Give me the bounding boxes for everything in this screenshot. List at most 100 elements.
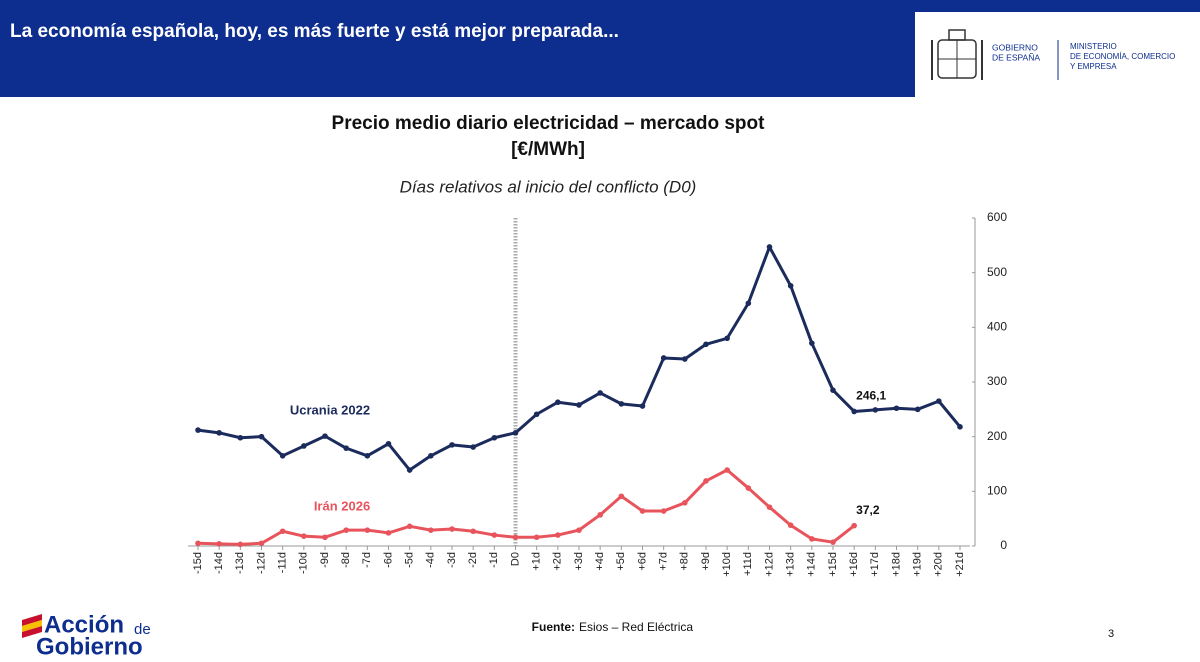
logo-text: Acción bbox=[44, 611, 124, 638]
ministry-line: Y EMPRESA bbox=[1070, 62, 1117, 71]
x-tick-label: -7d bbox=[361, 552, 373, 568]
footer-logo bbox=[22, 614, 42, 638]
y-tick-label: 300 bbox=[987, 374, 1007, 388]
point bbox=[597, 390, 603, 396]
point bbox=[851, 408, 857, 415]
y-tick-label: 500 bbox=[987, 265, 1007, 279]
x-tick-label: +18d bbox=[890, 552, 902, 577]
point bbox=[618, 401, 625, 407]
x-label: Días relativos al inicio del conflicto (… bbox=[400, 177, 697, 196]
point bbox=[237, 541, 244, 548]
point bbox=[766, 244, 773, 250]
x-tick-label: -9d bbox=[319, 552, 331, 568]
x-tick-label: +6d bbox=[636, 552, 648, 571]
gov-line: GOBIERNO bbox=[992, 42, 1038, 52]
x-tick-label: +19d bbox=[912, 552, 924, 577]
point bbox=[322, 534, 328, 541]
point bbox=[449, 526, 455, 532]
point bbox=[237, 434, 244, 441]
point bbox=[428, 453, 434, 459]
point bbox=[470, 528, 476, 535]
y-tick-label: 100 bbox=[987, 484, 1007, 498]
point bbox=[957, 424, 963, 430]
point bbox=[533, 411, 540, 418]
point bbox=[195, 540, 201, 547]
point bbox=[512, 430, 519, 436]
x-tick-label: -11d bbox=[277, 552, 289, 573]
point bbox=[428, 527, 434, 533]
x-tick-label: +2d bbox=[552, 552, 564, 571]
x-tick-label: +21d bbox=[954, 552, 966, 577]
point bbox=[406, 467, 413, 473]
x-tick-label: -13d bbox=[234, 552, 246, 574]
point bbox=[830, 387, 836, 394]
x-tick-label: +13d bbox=[785, 552, 797, 577]
x-tick-label: +15d bbox=[827, 552, 839, 577]
x-tick-label: +16d bbox=[848, 552, 860, 577]
point bbox=[682, 500, 688, 506]
x-tick-label: -1d bbox=[488, 552, 500, 568]
point bbox=[322, 433, 328, 439]
x-tick-label: -2d bbox=[467, 552, 479, 568]
point bbox=[936, 398, 942, 404]
x-tick-label: -12d bbox=[255, 552, 267, 574]
point bbox=[597, 512, 603, 518]
source-label: Fuente: bbox=[532, 620, 575, 634]
series-name: Irán 2026 bbox=[314, 499, 370, 514]
gov-line: DE ESPAÑA bbox=[992, 52, 1040, 62]
point bbox=[703, 478, 709, 484]
logo-text: de bbox=[134, 621, 151, 638]
point bbox=[512, 534, 519, 541]
point bbox=[364, 453, 371, 459]
x-tick-label: -6d bbox=[382, 552, 394, 568]
point bbox=[576, 527, 582, 533]
point bbox=[216, 430, 222, 436]
x-tick-label: +7d bbox=[658, 552, 670, 571]
point bbox=[576, 402, 582, 408]
logo-text: Gobierno bbox=[36, 633, 143, 660]
x-tick-label: +9d bbox=[700, 552, 712, 571]
x-tick-label: +11d bbox=[742, 552, 754, 576]
x-tick-label: +1d bbox=[531, 552, 543, 571]
chart-title: Precio medio diario electricidad – merca… bbox=[332, 113, 766, 134]
x-tick-label: +20d bbox=[933, 552, 945, 577]
x-tick-label: -4d bbox=[425, 552, 437, 568]
point bbox=[851, 522, 857, 529]
point bbox=[195, 427, 201, 433]
point bbox=[618, 493, 625, 500]
point bbox=[301, 443, 307, 449]
point bbox=[809, 340, 815, 346]
x-tick-label: -5d bbox=[404, 552, 416, 568]
point bbox=[724, 335, 730, 342]
point bbox=[703, 341, 709, 348]
point bbox=[639, 508, 646, 514]
point bbox=[639, 403, 646, 409]
point bbox=[660, 355, 667, 361]
x-tick-label: +3d bbox=[573, 552, 585, 571]
point bbox=[279, 453, 286, 459]
point bbox=[470, 444, 476, 450]
x-tick-label: +12d bbox=[763, 552, 775, 577]
point bbox=[258, 433, 265, 440]
point bbox=[343, 527, 349, 533]
x-tick-label: -14d bbox=[213, 552, 225, 574]
x-tick-label: +14d bbox=[806, 552, 818, 577]
point bbox=[491, 434, 498, 441]
y-tick-label: 400 bbox=[987, 320, 1007, 334]
point bbox=[279, 528, 286, 535]
x-tick-label: +10d bbox=[721, 552, 733, 577]
point bbox=[406, 523, 413, 530]
point bbox=[893, 405, 900, 412]
point bbox=[809, 536, 815, 542]
ministry-line: DE ECONOMÍA, COMERCIO bbox=[1070, 52, 1175, 61]
series-name: Ucrania 2022 bbox=[290, 403, 370, 418]
point bbox=[787, 522, 794, 529]
x-tick-label: -3d bbox=[446, 552, 458, 568]
page-number: 3 bbox=[1108, 628, 1114, 640]
point bbox=[491, 532, 498, 538]
value-label: 37,2 bbox=[856, 503, 880, 517]
y-tick-label: 0 bbox=[1000, 538, 1007, 552]
point bbox=[766, 504, 773, 510]
x-tick-label: +8d bbox=[679, 552, 691, 571]
x-tick-label: +17d bbox=[869, 552, 881, 577]
